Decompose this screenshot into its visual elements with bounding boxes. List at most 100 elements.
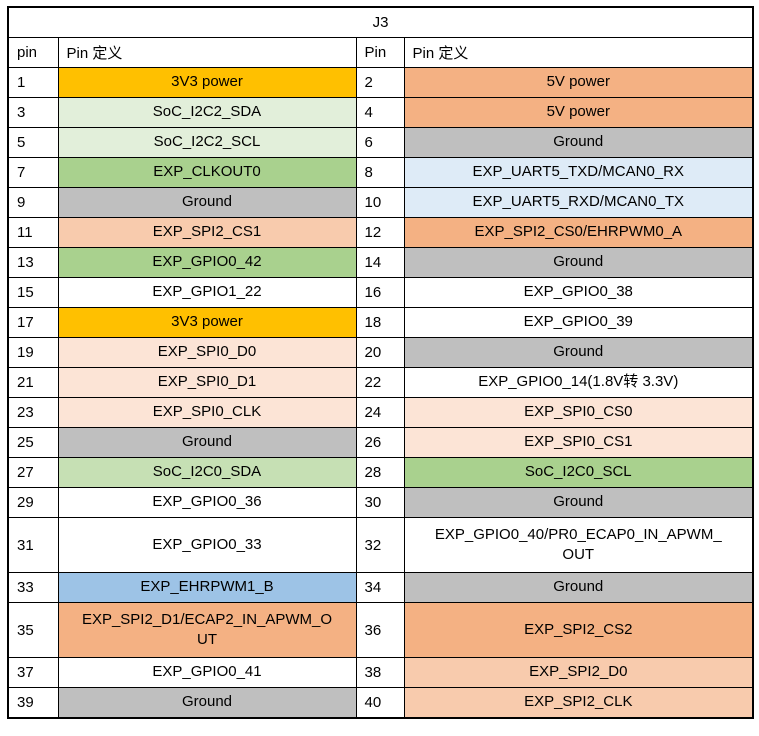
pin-def-text: SoC_I2C2_SCL	[153, 133, 261, 151]
pin-number-cell: 18	[355, 307, 405, 338]
pin-def-cell: EXP_GPIO0_38	[403, 277, 754, 308]
pin-def-text: EXP_SPI0_CS1	[524, 433, 633, 451]
pin-def-text: EXP_CLKOUT0	[153, 163, 261, 181]
pin-def-text: EXP_GPIO0_41	[152, 663, 262, 681]
pin-number-cell: 9	[7, 187, 59, 218]
pin-def-cell: Ground	[403, 127, 754, 158]
table-row: 17 3V3 power 18 EXP_GPIO0_39	[7, 307, 754, 338]
pin-number-cell: 11	[7, 217, 59, 248]
pin-number-cell: 26	[355, 427, 405, 458]
pin-def-text: Ground	[553, 253, 604, 271]
pin-def-cell: EXP_SPI2_D0	[403, 657, 754, 688]
pin-def-cell: 3V3 power	[57, 67, 357, 98]
pin-number-cell: 23	[7, 397, 59, 428]
pin-def-text: EXP_SPI0_D1	[157, 373, 257, 391]
pin-def-text: EXP_EHRPWM1_B	[140, 578, 274, 596]
pin-def-text: EXP_GPIO0_42	[152, 253, 262, 271]
pin-number-cell: 13	[7, 247, 59, 278]
pin-def-text: Ground	[181, 433, 233, 451]
pin-def-cell: EXP_SPI2_D1/ECAP2_IN_APWM_OUT	[57, 602, 357, 658]
pin-def-cell: EXP_GPIO0_42	[57, 247, 357, 278]
table-row: 7 EXP_CLKOUT0 8 EXP_UART5_TXD/MCAN0_RX	[7, 157, 754, 188]
pin-def-text: 3V3 power	[171, 73, 243, 91]
pin-def-cell: EXP_SPI2_CS2	[403, 602, 754, 658]
pin-def-text: SoC_I2C0_SDA	[152, 463, 262, 481]
pin-def-cell: Ground	[403, 247, 754, 278]
pin-def-cell: Ground	[403, 337, 754, 368]
pin-def-text: EXP_GPIO0_14(1.8V转 3.3V)	[478, 373, 679, 391]
pin-def-cell: Ground	[403, 572, 754, 603]
pin-def-text: EXP_SPI2_D0	[529, 663, 628, 681]
pin-def-cell: EXP_SPI2_CLK	[403, 687, 754, 719]
table-row: 11 EXP_SPI2_CS1 12 EXP_SPI2_CS0/EHRPWM0_A	[7, 217, 754, 248]
pin-number-cell: 30	[355, 487, 405, 518]
pin-def-text: EXP_UART5_RXD/MCAN0_TX	[472, 193, 684, 211]
pin-number-cell: 29	[7, 487, 59, 518]
pin-number-cell: 22	[355, 367, 405, 398]
pin-number-cell: 34	[355, 572, 405, 603]
pin-number-cell: 33	[7, 572, 59, 603]
pin-number-cell: 8	[355, 157, 405, 188]
pin-def-cell: EXP_GPIO0_14(1.8V转 3.3V)	[403, 367, 754, 398]
pin-def-cell: Ground	[57, 187, 357, 218]
pin-def-text: Ground	[181, 193, 233, 211]
table-row: 13 EXP_GPIO0_42 14 Ground	[7, 247, 754, 278]
pin-number-cell: 31	[7, 517, 59, 573]
pin-def-text: 5V power	[546, 103, 610, 121]
header-pin-def-right: Pin 定义	[403, 37, 754, 68]
pin-def-text: EXP_GPIO1_22	[152, 283, 262, 301]
pin-number-cell: 38	[355, 657, 405, 688]
table-row: 37 EXP_GPIO0_41 38 EXP_SPI2_D0	[7, 657, 754, 688]
pin-def-cell: EXP_SPI2_CS1	[57, 217, 357, 248]
table-body: 1 3V3 power 2 5V power 3 SoC_I2C2_SDA 4 5V powe…	[7, 67, 754, 719]
pin-def-text: SoC_I2C2_SDA	[152, 103, 262, 121]
pin-number-cell: 1	[7, 67, 59, 98]
pin-number-cell: 4	[355, 97, 405, 128]
pin-def-text: EXP_GPIO0_36	[152, 493, 262, 511]
pin-def-cell: EXP_GPIO0_39	[403, 307, 754, 338]
pin-def-cell: Ground	[57, 427, 357, 458]
table-row: 35 EXP_SPI2_D1/ECAP2_IN_APWM_OUT 36 EXP_SPI…	[7, 602, 754, 658]
pin-def-cell: EXP_SPI0_CS0	[403, 397, 754, 428]
pin-def-cell: EXP_SPI0_CS1	[403, 427, 754, 458]
pin-def-cell: 5V power	[403, 97, 754, 128]
table-row: 23 EXP_SPI0_CLK 24 EXP_SPI0_CS0	[7, 397, 754, 428]
pin-def-text: EXP_SPI0_CS0	[524, 403, 633, 421]
pin-def-cell: 3V3 power	[57, 307, 357, 338]
table-row: 19 EXP_SPI0_D0 20 Ground	[7, 337, 754, 368]
pin-number-cell: 17	[7, 307, 59, 338]
pin-def-cell: EXP_GPIO0_33	[57, 517, 357, 573]
table-row: 39 Ground 40 EXP_SPI2_CLK	[7, 687, 754, 719]
pin-def-cell: Ground	[57, 687, 357, 719]
pin-number-cell: 14	[355, 247, 405, 278]
pin-def-text: SoC_I2C0_SCL	[524, 463, 632, 481]
pin-number-cell: 32	[355, 517, 405, 573]
pin-def-cell: EXP_EHRPWM1_B	[57, 572, 357, 603]
pin-def-cell: EXP_GPIO0_41	[57, 657, 357, 688]
pin-def-text: EXP_SPI2_CS2	[524, 620, 633, 638]
pin-number-cell: 24	[355, 397, 405, 428]
table-header-row: pin Pin 定义 Pin Pin 定义	[7, 37, 754, 68]
pin-number-cell: 5	[7, 127, 59, 158]
pin-number-cell: 25	[7, 427, 59, 458]
pin-number-cell: 7	[7, 157, 59, 188]
pin-number-cell: 15	[7, 277, 59, 308]
pin-def-cell: 5V power	[403, 67, 754, 98]
pin-number-cell: 40	[355, 687, 405, 719]
pin-def-text: EXP_SPI2_CS1	[152, 223, 262, 241]
pin-number-cell: 36	[355, 602, 405, 658]
table-row: 9 Ground 10 EXP_UART5_RXD/MCAN0_TX	[7, 187, 754, 218]
pin-number-cell: 3	[7, 97, 59, 128]
pin-def-text: EXP_GPIO0_40/PR0_ECAP0_IN_APWM_OUT	[434, 525, 722, 563]
table-title: J3	[7, 6, 754, 38]
pin-def-text: EXP_SPI0_CLK	[152, 403, 262, 421]
pin-def-cell: EXP_SPI0_D1	[57, 367, 357, 398]
header-pin-def-left: Pin 定义	[57, 37, 357, 68]
pin-number-cell: 28	[355, 457, 405, 488]
header-pin-left: pin	[7, 37, 59, 68]
pin-number-cell: 21	[7, 367, 59, 398]
pin-def-text: EXP_SPI0_D0	[157, 343, 257, 361]
header-pin-right: Pin	[355, 37, 405, 68]
pin-def-cell: SoC_I2C2_SCL	[57, 127, 357, 158]
pin-number-cell: 12	[355, 217, 405, 248]
